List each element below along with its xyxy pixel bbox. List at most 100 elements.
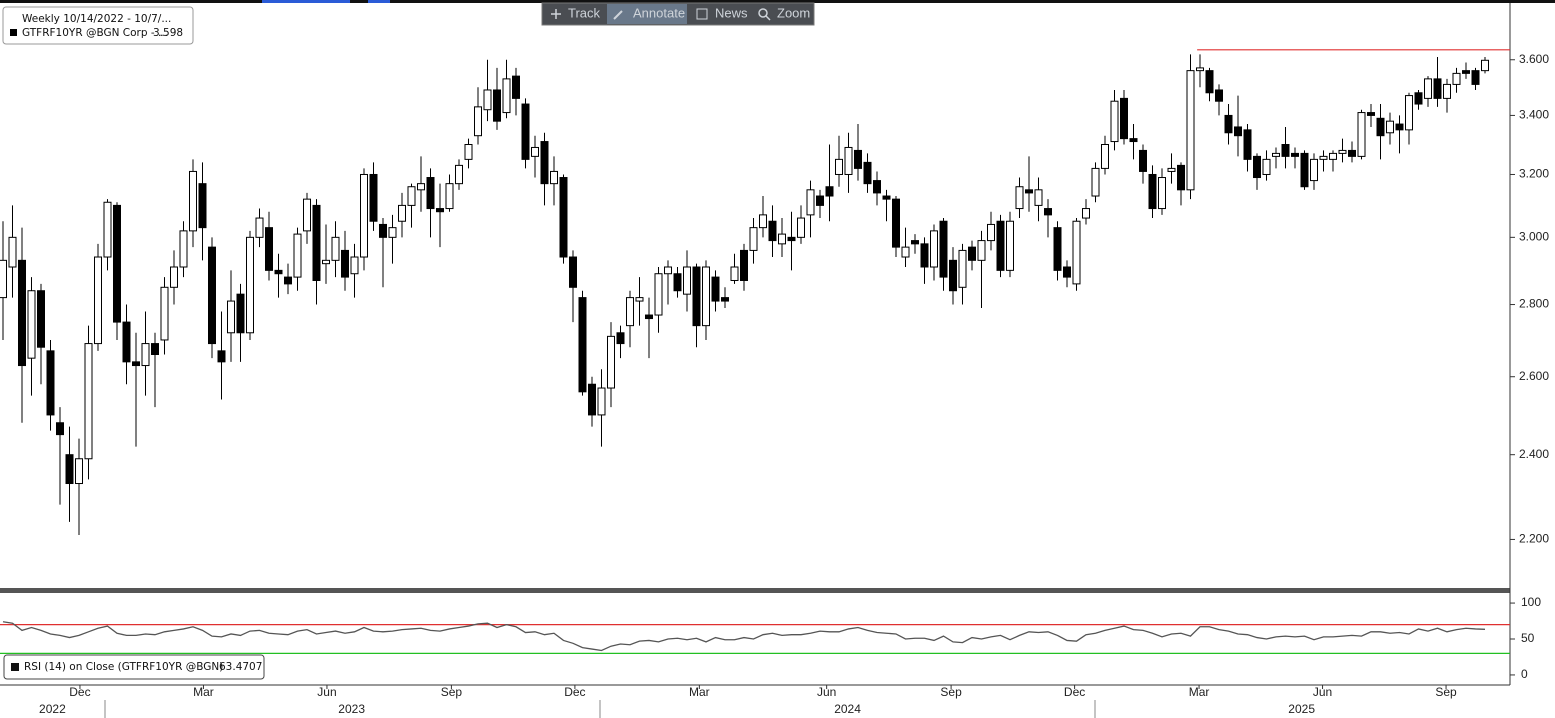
candle-body: [474, 106, 482, 137]
annotate-button[interactable]: Annotate: [613, 5, 685, 20]
candle-body: [844, 146, 853, 175]
legend-label: GTFRF10YR @BGN Corp - ...: [22, 27, 168, 39]
x-tick-label: Jun: [817, 685, 836, 699]
candle-body: [920, 243, 929, 268]
candle-body: [407, 186, 416, 206]
candle-body: [132, 361, 140, 367]
x-tick-label: Dec: [69, 685, 90, 699]
candle-body: [331, 236, 340, 261]
track-button[interactable]: Track: [551, 5, 601, 20]
candle-body: [94, 256, 102, 345]
candle-body: [103, 201, 112, 258]
candle-body: [1025, 189, 1033, 194]
legend-box: [2, 6, 194, 45]
candle-body: [1034, 189, 1043, 206]
candle-body: [341, 249, 349, 278]
candle-body: [645, 314, 653, 320]
candle-body: [1405, 95, 1413, 131]
candle-body: [1101, 144, 1109, 169]
candle-body: [559, 177, 568, 258]
candle-body: [1063, 266, 1071, 278]
y-tick-label: 50: [1521, 631, 1535, 645]
toolbar-label[interactable]: News: [715, 5, 748, 20]
candle-body: [141, 343, 150, 367]
news-button[interactable]: News: [696, 5, 748, 20]
candle-body: [768, 220, 777, 242]
legend-swatch: [11, 663, 19, 671]
candle-body: [578, 297, 587, 393]
candle-body: [797, 217, 805, 238]
candle-body: [607, 335, 615, 389]
candle-body: [350, 256, 359, 275]
y-tick-label: 3.400: [1519, 108, 1549, 122]
candle-body: [1357, 112, 1366, 157]
candle-body: [1281, 144, 1290, 157]
candle-body: [1215, 89, 1223, 102]
candle-body: [664, 266, 672, 275]
candle-body: [930, 230, 938, 268]
candle-body: [1234, 126, 1242, 137]
candle-body: [151, 343, 159, 356]
candle-body: [1110, 100, 1119, 143]
candle-body: [1433, 78, 1442, 99]
panel-divider: [0, 588, 1510, 593]
candle-body: [673, 273, 682, 292]
candle-body: [1291, 152, 1299, 157]
candle-body: [949, 259, 957, 292]
year-label: 2025: [1288, 702, 1315, 716]
candle-body: [502, 78, 511, 114]
candle-body: [911, 240, 919, 245]
candle-body: [388, 227, 397, 238]
toolbar-label[interactable]: Annotate: [633, 5, 685, 20]
track-icon: [551, 9, 561, 19]
toolbar-label[interactable]: Track: [568, 5, 601, 20]
candle-body: [255, 217, 264, 238]
candle-body: [84, 343, 93, 460]
legend-value: 3.598: [153, 27, 183, 39]
candle-body: [1015, 186, 1024, 210]
candle-body: [464, 144, 473, 160]
candle-body: [483, 89, 492, 111]
candle-body: [540, 141, 549, 185]
candle-body: [1196, 67, 1204, 72]
zoom-icon: [758, 8, 768, 18]
candle-body: [236, 293, 245, 334]
candle-body: [1186, 70, 1195, 191]
candle-body: [711, 276, 720, 302]
candle-body: [1167, 167, 1176, 172]
candle-body: [1310, 158, 1318, 182]
candle-body: [303, 198, 311, 232]
legend-value: 63.4707: [219, 661, 262, 673]
candle-body: [721, 297, 729, 302]
candle-body: [550, 170, 558, 185]
candle-body: [958, 249, 967, 288]
candle-body: [512, 75, 520, 99]
candle-body: [426, 177, 435, 210]
y-tick-label: 0: [1521, 667, 1528, 681]
candle-body: [1395, 123, 1404, 131]
candle-body: [417, 183, 425, 191]
candle-body: [1253, 155, 1261, 179]
zoom-button[interactable]: Zoom: [758, 5, 810, 21]
candle-body: [1120, 97, 1128, 140]
toolbar-label[interactable]: Zoom: [777, 5, 810, 20]
candle-body: [37, 290, 45, 348]
year-label: 2024: [834, 702, 861, 716]
candle-body: [825, 186, 834, 197]
candle-body: [654, 273, 663, 316]
legend-swatch: [10, 29, 17, 36]
candle-body: [1044, 208, 1052, 216]
candle-body: [398, 204, 406, 222]
candle-body: [56, 422, 64, 436]
candle-body: [293, 233, 302, 278]
candle-body: [18, 259, 26, 367]
candle-body: [1414, 92, 1423, 105]
candle-body: [1348, 149, 1356, 157]
candle-body: [1424, 78, 1432, 99]
candle-body: [1367, 112, 1375, 116]
candle-body: [740, 249, 748, 281]
candle-body: [179, 230, 188, 268]
candle-body: [683, 266, 691, 295]
candle-body: [863, 161, 872, 185]
